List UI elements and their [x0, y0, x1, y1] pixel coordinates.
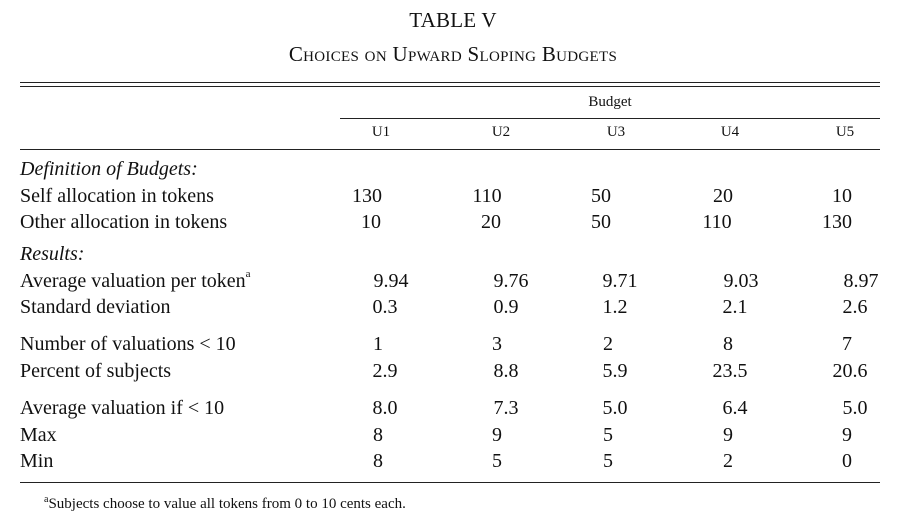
cell: 20.6 [832, 360, 868, 382]
cell: 2.9 [372, 360, 398, 382]
row-label: Standard deviation [20, 296, 171, 318]
cell: 2 [723, 450, 733, 472]
cell: 10 [361, 211, 381, 233]
top-double-rule-1 [20, 82, 880, 83]
cell: 110 [472, 185, 502, 207]
cell: 8.8 [493, 360, 519, 382]
cell: 110 [702, 211, 732, 233]
top-double-rule-2 [20, 86, 880, 87]
column-header-u1: U1 [371, 124, 391, 140]
cell: 9.03 [723, 270, 759, 292]
cell: 5.0 [602, 397, 628, 419]
cell: 50 [591, 185, 611, 207]
footnote-marker: a [44, 494, 49, 505]
cell: 5 [603, 424, 613, 446]
budget-group-rule [340, 118, 880, 119]
column-header-u4: U4 [720, 124, 740, 140]
row-label-text: Average valuation per token [20, 270, 246, 292]
row-label: Other allocation in tokens [20, 211, 228, 233]
cell: 6.4 [722, 397, 748, 419]
cell: 7.3 [493, 397, 519, 419]
row-label: Average valuation per tokena [20, 268, 251, 293]
row-label: Number of valuations < 10 [20, 333, 236, 355]
header-bottom-rule [20, 149, 880, 150]
cell: 20 [481, 211, 501, 233]
footnote-marker: a [245, 268, 251, 281]
cell: 0.9 [493, 296, 519, 318]
cell: 5 [603, 450, 613, 472]
cell: 2.1 [722, 296, 748, 318]
section-definition: Definition of Budgets: [20, 158, 198, 180]
footnote-text: Subjects choose to value all tokens from… [48, 496, 406, 512]
cell: 5.9 [602, 360, 628, 382]
cell: 2.6 [842, 296, 868, 318]
column-header-u2: U2 [491, 124, 511, 140]
cell: 9.76 [493, 270, 529, 292]
column-header-u5: U5 [835, 124, 855, 140]
row-label: Self allocation in tokens [20, 185, 214, 207]
cell: 8 [373, 424, 383, 446]
cell: 1.2 [602, 296, 628, 318]
row-label: Min [20, 450, 54, 472]
row-label: Percent of subjects [20, 360, 172, 382]
cell: 8.0 [372, 397, 398, 419]
cell: 20 [713, 185, 733, 207]
row-label: Average valuation if < 10 [20, 397, 225, 419]
cell: 10 [832, 185, 852, 207]
cell: 9 [842, 424, 852, 446]
cell: 23.5 [712, 360, 748, 382]
cell: 8 [373, 450, 383, 472]
cell: 0.3 [372, 296, 398, 318]
cell: 9.71 [602, 270, 638, 292]
cell: 2 [603, 333, 613, 355]
table-title: TABLE V [409, 8, 497, 32]
cell: 8.97 [843, 270, 879, 292]
table-subtitle: Choices on Upward Sloping Budgets [288, 42, 618, 66]
section-results: Results: [20, 243, 85, 265]
cell: 9 [492, 424, 502, 446]
cell: 9.94 [373, 270, 409, 292]
cell: 0 [842, 450, 852, 472]
footnote: aSubjects choose to value all tokens fro… [44, 494, 406, 513]
cell: 7 [842, 333, 852, 355]
row-label: Max [20, 424, 57, 446]
cell: 8 [723, 333, 733, 355]
cell: 3 [492, 333, 502, 355]
cell: 5.0 [842, 397, 868, 419]
budget-group-header: Budget [588, 94, 632, 110]
cell: 130 [352, 185, 382, 207]
cell: 5 [492, 450, 502, 472]
cell: 130 [822, 211, 852, 233]
cell: 1 [373, 333, 383, 355]
bottom-rule [20, 482, 880, 483]
cell: 50 [591, 211, 611, 233]
column-header-u3: U3 [606, 124, 626, 140]
cell: 9 [723, 424, 733, 446]
